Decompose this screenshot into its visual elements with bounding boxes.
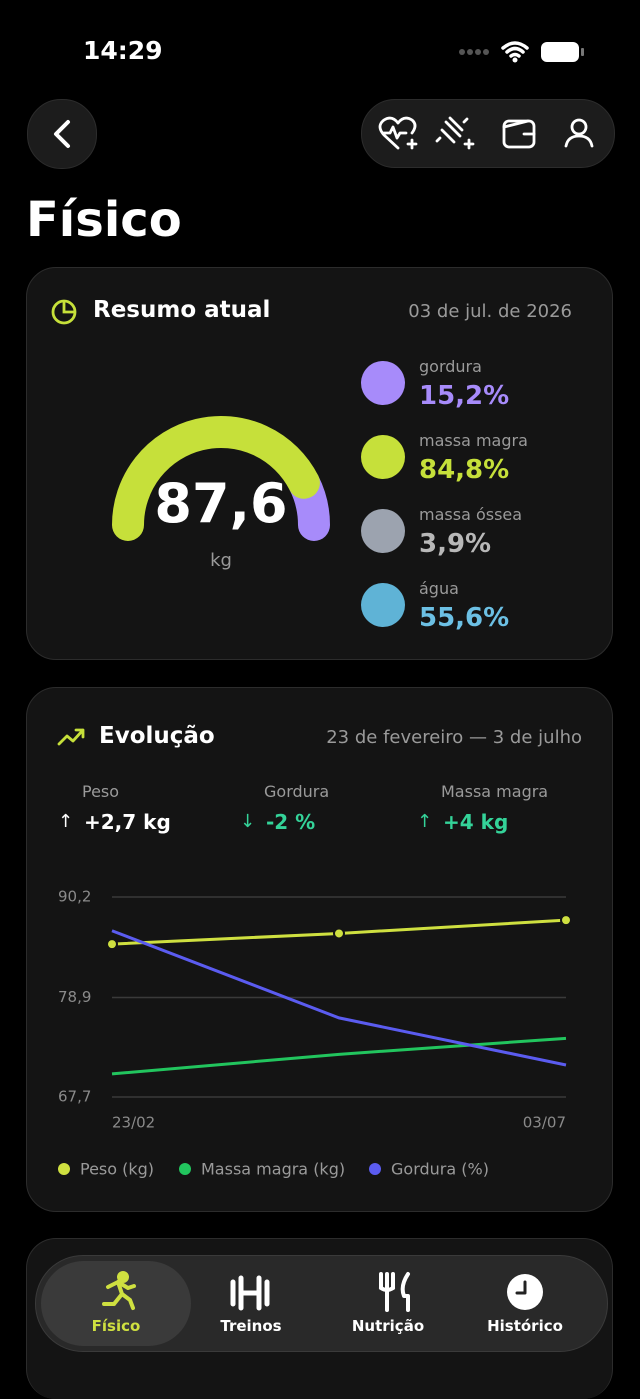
stat-change: +4 kg <box>443 810 509 834</box>
back-button[interactable] <box>27 99 97 169</box>
x-tick-label: 03/07 <box>523 1114 566 1132</box>
stat-name: Peso <box>82 782 120 801</box>
tab-label[interactable]: Nutrição <box>351 1317 425 1335</box>
status-icons <box>459 41 584 63</box>
action-icons[interactable] <box>362 100 614 167</box>
metric-icon <box>361 435 405 479</box>
data-point <box>333 927 345 940</box>
metric-name: água <box>419 579 459 598</box>
gauge <box>112 415 331 541</box>
pie-icon <box>51 299 77 325</box>
stat-arrow: ↓ <box>240 811 256 832</box>
metric-name: gordura <box>419 357 482 376</box>
stat-name: Gordura <box>264 782 330 801</box>
tab-label[interactable]: Histórico <box>487 1317 563 1335</box>
action-bar <box>361 99 615 168</box>
stat-change: +2,7 kg <box>84 810 171 834</box>
summary-title: Resumo atual <box>93 297 271 323</box>
y-tick-label: 78,9 <box>58 988 91 1006</box>
stat-name: Massa magra <box>441 782 549 801</box>
evolution-title: Evolução <box>99 723 215 749</box>
stat-arrow: ↑ <box>417 811 433 832</box>
line-chart: 90,2 78,9 67,7 23/02 03/07 Peso (kg) Massa mag… <box>58 888 572 1179</box>
legend-label: Peso (kg) <box>80 1160 154 1179</box>
data-point <box>560 914 572 927</box>
metric-name: massa óssea <box>419 505 523 524</box>
stat-change: -2 % <box>266 810 316 834</box>
back-icon <box>54 120 70 148</box>
y-tick-label: 67,7 <box>58 1088 91 1106</box>
metric-value: 3,9% <box>419 529 492 559</box>
metric-icon <box>361 361 405 405</box>
status-time: 14:29 <box>83 36 163 65</box>
metric-value: 15,2% <box>419 381 510 411</box>
legend-swatch <box>179 1163 191 1175</box>
y-tick-label: 90,2 <box>58 888 91 906</box>
gauge-unit: kg <box>210 550 232 571</box>
tab-icons <box>102 1271 543 1312</box>
legend-label: Gordura (%) <box>391 1160 489 1179</box>
x-tick-label: 23/02 <box>112 1114 155 1132</box>
gauge-value: 87,6 <box>154 472 288 535</box>
series-line <box>111 1036 567 1076</box>
gauge-lean-arc <box>112 415 320 541</box>
data-point <box>106 938 118 951</box>
summary-date: 03 de jul. de 2026 <box>408 301 572 322</box>
evolution-card <box>26 687 613 1212</box>
page-title: Físico <box>26 192 182 248</box>
trend-icon <box>57 728 85 746</box>
evolution-range: 23 de fevereiro — 3 de julho <box>326 727 582 748</box>
series-line <box>111 929 567 1067</box>
metric-value: 84,8% <box>419 455 510 485</box>
tab-label[interactable]: Físico <box>91 1317 141 1335</box>
legend-swatch <box>369 1163 381 1175</box>
stat-arrow: ↑ <box>58 811 74 832</box>
metric-icon <box>361 509 405 553</box>
legend-swatch <box>58 1163 70 1175</box>
metric-icon <box>361 583 405 627</box>
tab-bar: Físico Treinos Nutrição Histórico <box>35 1255 608 1352</box>
metric-name: massa magra <box>419 431 528 450</box>
summary-card <box>26 267 613 660</box>
metric-value: 55,6% <box>419 603 510 633</box>
legend-label: Massa magra (kg) <box>201 1160 345 1179</box>
tab-label[interactable]: Treinos <box>220 1317 282 1335</box>
